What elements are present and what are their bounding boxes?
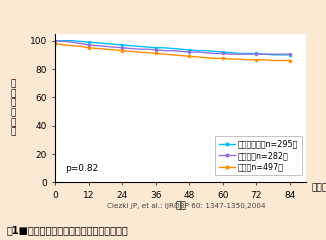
Text: （月）: （月） bbox=[312, 184, 326, 193]
Text: Ciezki JP, et al.: IJROBP 60: 1347-1350,2004: Ciezki JP, et al.: IJROBP 60: 1347-1350,… bbox=[107, 203, 265, 209]
Legend: 小線源療法（n=295）, 外照射（n=282）, 手術（n=497）: 小線源療法（n=295）, 外照射（n=282）, 手術（n=497） bbox=[215, 136, 303, 175]
Y-axis label: 非
再
発
生
存
率: 非 再 発 生 存 率 bbox=[10, 79, 16, 137]
X-axis label: 期間: 期間 bbox=[176, 201, 186, 210]
Text: 図1■低リスク症例に対する治療成績の比較: 図1■低リスク症例に対する治療成績の比較 bbox=[7, 225, 128, 235]
Text: p=0.82: p=0.82 bbox=[66, 164, 99, 174]
